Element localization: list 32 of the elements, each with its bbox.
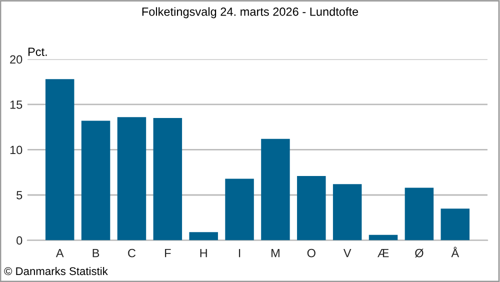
x-tick-label: Å [451, 246, 460, 258]
bar [189, 232, 218, 240]
x-tick-label: Ø [415, 248, 424, 258]
bar [225, 178, 254, 240]
y-tick-label: 15 [10, 100, 22, 109]
x-tick-label: Æ [378, 249, 389, 258]
bar [440, 208, 470, 240]
x-tick-label: M [272, 249, 280, 258]
x-tick-label: A [56, 249, 64, 258]
chart-title: Folketingsvalg 24. marts 2026 - Lundtofte [142, 7, 358, 18]
bar [117, 117, 146, 240]
x-tick-label: I [238, 249, 240, 258]
x-tick-label: H [200, 249, 207, 258]
x-tick-label: V [343, 249, 352, 258]
bar [261, 138, 290, 240]
bar [368, 234, 398, 240]
bar [332, 184, 362, 240]
y-tick-label: 10 [10, 146, 22, 154]
x-tick-label: B [92, 249, 100, 258]
y-tick-label: 20 [10, 55, 22, 64]
bar [404, 188, 434, 240]
bar [297, 176, 326, 240]
x-tick-label: O [307, 248, 316, 258]
y-tick-label: 5 [16, 191, 22, 200]
bar [153, 118, 182, 240]
y-tick-label: 0 [16, 236, 22, 245]
y-axis-title: Pct. [28, 48, 47, 56]
x-tick-label: F [165, 249, 171, 258]
x-tick-label: C [128, 248, 136, 258]
bar [45, 79, 74, 240]
text: © Danmarks Statistik [4, 266, 108, 276]
bar [81, 120, 110, 240]
